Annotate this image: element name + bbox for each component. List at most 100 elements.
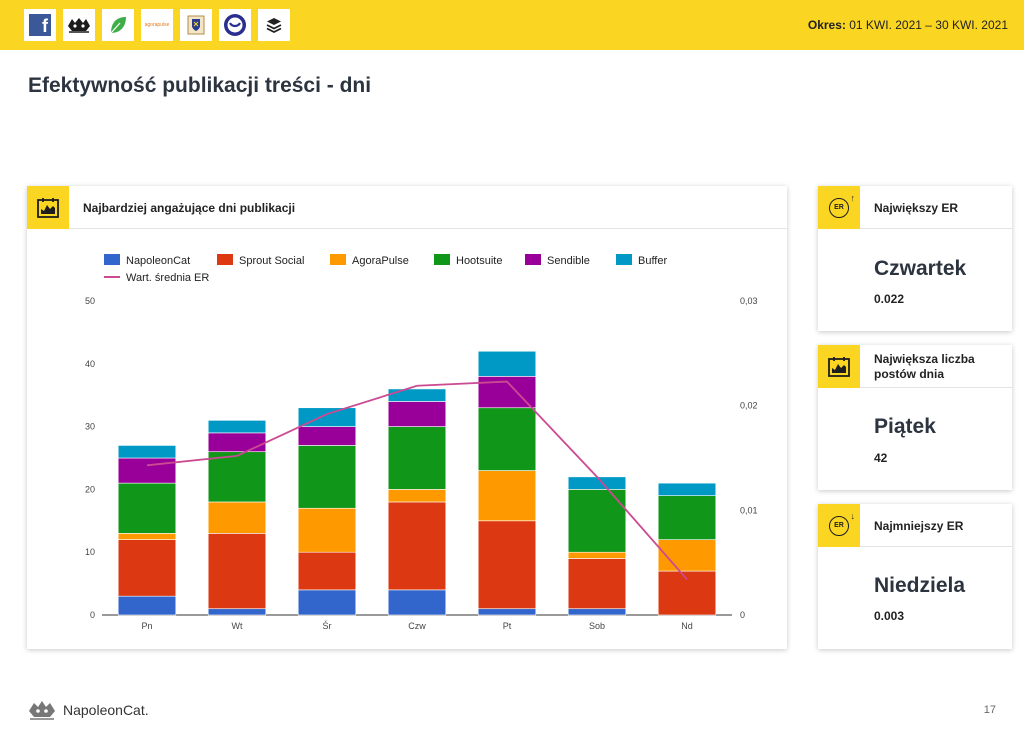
period-range: Okres: 01 KWI. 2021 – 30 KWI. 2021 xyxy=(808,18,1008,32)
period-label: Okres: xyxy=(807,18,846,32)
agorapulse-text: agorapulse xyxy=(144,22,170,28)
napoleoncat-logo-icon xyxy=(29,701,55,720)
bar-segment xyxy=(567,551,627,559)
y-right-tick-label: 0,02 xyxy=(740,401,758,411)
stat-card-header: ER ↓ Najmniejszy ER xyxy=(818,504,1012,547)
chart-card-header: Najbardziej angażujące dni publikacji xyxy=(27,186,787,229)
bar-segment xyxy=(207,432,267,453)
facebook-icon: f xyxy=(24,9,56,41)
bar-segment xyxy=(207,451,267,503)
legend-label: Buffer xyxy=(638,255,667,267)
legend-label: Sendible xyxy=(547,255,590,267)
bar-segment xyxy=(387,426,447,490)
bar-segment xyxy=(117,533,177,540)
bar-segment xyxy=(207,608,267,616)
stacked-bar-chart: 0 10 20 30 40 50 0 0,01 0,02 0,03 Pn Wt Śr Czw Pt Sob Nd… xyxy=(85,254,758,631)
er-down-icon: ER ↓ xyxy=(818,504,860,547)
stat-title: Największa liczba postów dnia xyxy=(874,352,975,382)
napoleoncat-icon xyxy=(63,9,95,41)
y-right-tick-label: 0,03 xyxy=(740,296,758,306)
stat-value: Niedziela xyxy=(874,574,966,597)
footer-logo: NapoleonCat. xyxy=(27,698,149,722)
chart-card: 0 10 20 30 40 50 0 0,01 0,02 0,03 Pn Wt Śr Czw Pt Sob Nd… xyxy=(27,186,787,649)
bar-segment xyxy=(117,445,177,459)
stat-title: Największy ER xyxy=(874,201,959,215)
x-tick-label: Czw xyxy=(408,621,426,631)
bar-segment xyxy=(387,589,447,616)
page-number: 17 xyxy=(983,704,996,716)
brand-icons: f agorapulse xyxy=(24,9,290,41)
bar-segment xyxy=(477,407,537,471)
y-left-tick-label: 0 xyxy=(90,610,95,620)
bar-segment xyxy=(477,350,537,377)
bar-segment xyxy=(567,608,627,616)
y-right-tick-label: 0,01 xyxy=(740,505,758,515)
bar-segment xyxy=(297,426,357,446)
chart-card-title: Najbardziej angażujące dni publikacji xyxy=(83,201,296,215)
stat-title: Najmniejszy ER xyxy=(874,519,964,533)
bar-segment xyxy=(117,595,177,616)
bar-segment xyxy=(567,476,627,490)
stat-card-lowest-er: ER ↓ Najmniejszy ER Niedziela 0.003 xyxy=(818,504,1012,649)
legend-label: NapoleonCat xyxy=(126,255,190,267)
footer-logo-text: NapoleonCat. xyxy=(63,702,149,718)
legend-label: AgoraPulse xyxy=(352,255,409,267)
bar-segment xyxy=(117,482,177,534)
bar-segment xyxy=(297,507,357,553)
bar-segment xyxy=(297,407,357,427)
legend-label: Hootsuite xyxy=(456,255,502,267)
y-left-tick-label: 10 xyxy=(85,547,95,557)
x-tick-label: Nd xyxy=(681,621,693,631)
stat-card-highest-er: ER ↑ Największy ER Czwartek 0.022 xyxy=(818,186,1012,331)
x-tick-label: Sob xyxy=(589,621,605,631)
bar-segment xyxy=(207,533,267,610)
er-up-icon: ER ↑ xyxy=(818,186,860,229)
legend-swatch xyxy=(104,254,120,265)
shield-icon xyxy=(180,9,212,41)
er-average-line xyxy=(146,380,688,581)
bar-segment xyxy=(477,520,537,610)
page-title: Efektywność publikacji treści - dni xyxy=(28,74,372,97)
stat-card-most-posts: Największa liczba postów dnia Piątek 42 xyxy=(818,345,1012,490)
legend-swatch xyxy=(616,254,632,265)
bar-segment xyxy=(207,420,267,434)
top-bar: f agorapulse xyxy=(0,0,1024,50)
bar-segment xyxy=(657,482,717,496)
agorapulse-icon: agorapulse xyxy=(141,9,173,41)
legend-label: Wart. średnia ER xyxy=(126,272,209,284)
legend-swatch xyxy=(525,254,541,265)
x-tick-label: Wt xyxy=(232,621,243,631)
stat-number: 0.022 xyxy=(874,292,905,306)
stat-number: 42 xyxy=(874,451,888,465)
stat-card-header: ER ↑ Największy ER xyxy=(818,186,1012,229)
leaf-icon xyxy=(102,9,134,41)
y-left-tick-label: 40 xyxy=(85,359,95,369)
calendar-chart-icon xyxy=(818,345,860,388)
bar-segment xyxy=(297,445,357,509)
legend-label: Sprout Social xyxy=(239,255,304,267)
bar-segment xyxy=(117,539,177,597)
legend-swatch xyxy=(330,254,346,265)
bar-segment xyxy=(567,558,627,610)
stat-value: Piątek xyxy=(874,415,936,438)
bar-segment xyxy=(207,501,267,534)
bar-segment xyxy=(387,388,447,402)
stat-card-header: Największa liczba postów dnia xyxy=(818,345,1012,388)
bar-segment xyxy=(657,495,717,540)
x-tick-label: Pn xyxy=(141,621,152,631)
y-left-tick-label: 30 xyxy=(85,422,95,432)
y-right-tick-label: 0 xyxy=(740,610,745,620)
bar-segment xyxy=(387,401,447,427)
bar-segment xyxy=(477,608,537,616)
bar-segment xyxy=(387,489,447,503)
bar-segment xyxy=(477,470,537,522)
bar-segment xyxy=(297,551,357,591)
stat-title-line-2: postów dnia xyxy=(874,367,944,381)
legend-swatch xyxy=(217,254,233,265)
bar-segment xyxy=(387,501,447,591)
bar-segment xyxy=(297,589,357,616)
stat-value: Czwartek xyxy=(874,257,967,280)
hootsuite-owl-icon xyxy=(219,9,251,41)
y-left-tick-label: 50 xyxy=(85,296,95,306)
y-left-tick-label: 20 xyxy=(85,484,95,494)
